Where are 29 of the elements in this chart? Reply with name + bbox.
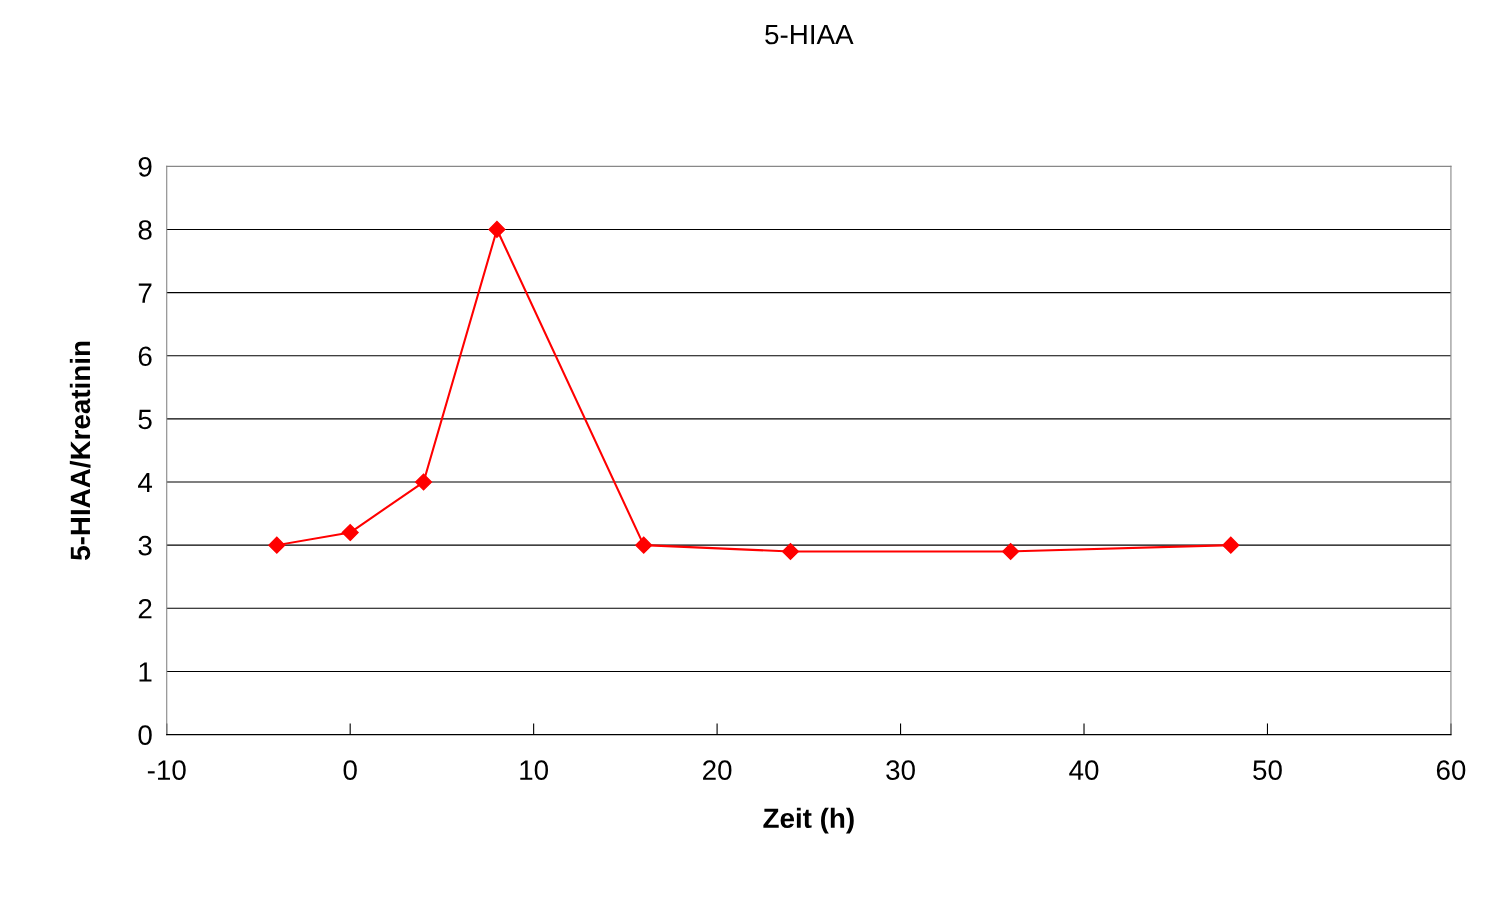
y-tick-label: 8 bbox=[138, 220, 152, 240]
x-tick-label: 40 bbox=[1069, 760, 1099, 780]
y-tick-label: 5 bbox=[138, 409, 152, 430]
y-tick-label: 1 bbox=[139, 662, 152, 682]
point bbox=[268, 536, 286, 554]
x-tick-label: 50 bbox=[1253, 760, 1282, 780]
x-axis-title: Zeit (h) bbox=[763, 807, 854, 834]
x-tick-label: 10 bbox=[520, 760, 548, 780]
x-tick-label: 60 bbox=[1436, 760, 1466, 780]
x-tick-label: -10 bbox=[147, 760, 186, 780]
y-tick-label: 7 bbox=[138, 283, 152, 303]
y-tick-label: 3 bbox=[138, 535, 152, 556]
point bbox=[488, 220, 506, 239]
y-tick-label: 9 bbox=[138, 156, 152, 177]
y-tick-label: 2 bbox=[138, 598, 152, 619]
point bbox=[1222, 536, 1240, 554]
y-tick-label: 0 bbox=[138, 725, 152, 745]
point bbox=[341, 523, 359, 542]
y-tick-label: 4 bbox=[138, 472, 153, 493]
y-tick-label: 6 bbox=[138, 346, 152, 367]
point bbox=[635, 536, 653, 554]
x-tick-label: 20 bbox=[703, 760, 732, 780]
point bbox=[415, 473, 433, 491]
x-tick-label: 30 bbox=[886, 760, 915, 780]
point bbox=[1002, 542, 1020, 561]
chart-title: 5-HIAA bbox=[765, 24, 854, 45]
x-tick-label: 0 bbox=[343, 760, 357, 780]
point bbox=[781, 542, 800, 561]
y-axis-title: 5-HIAA/Kreatinin bbox=[69, 341, 91, 560]
